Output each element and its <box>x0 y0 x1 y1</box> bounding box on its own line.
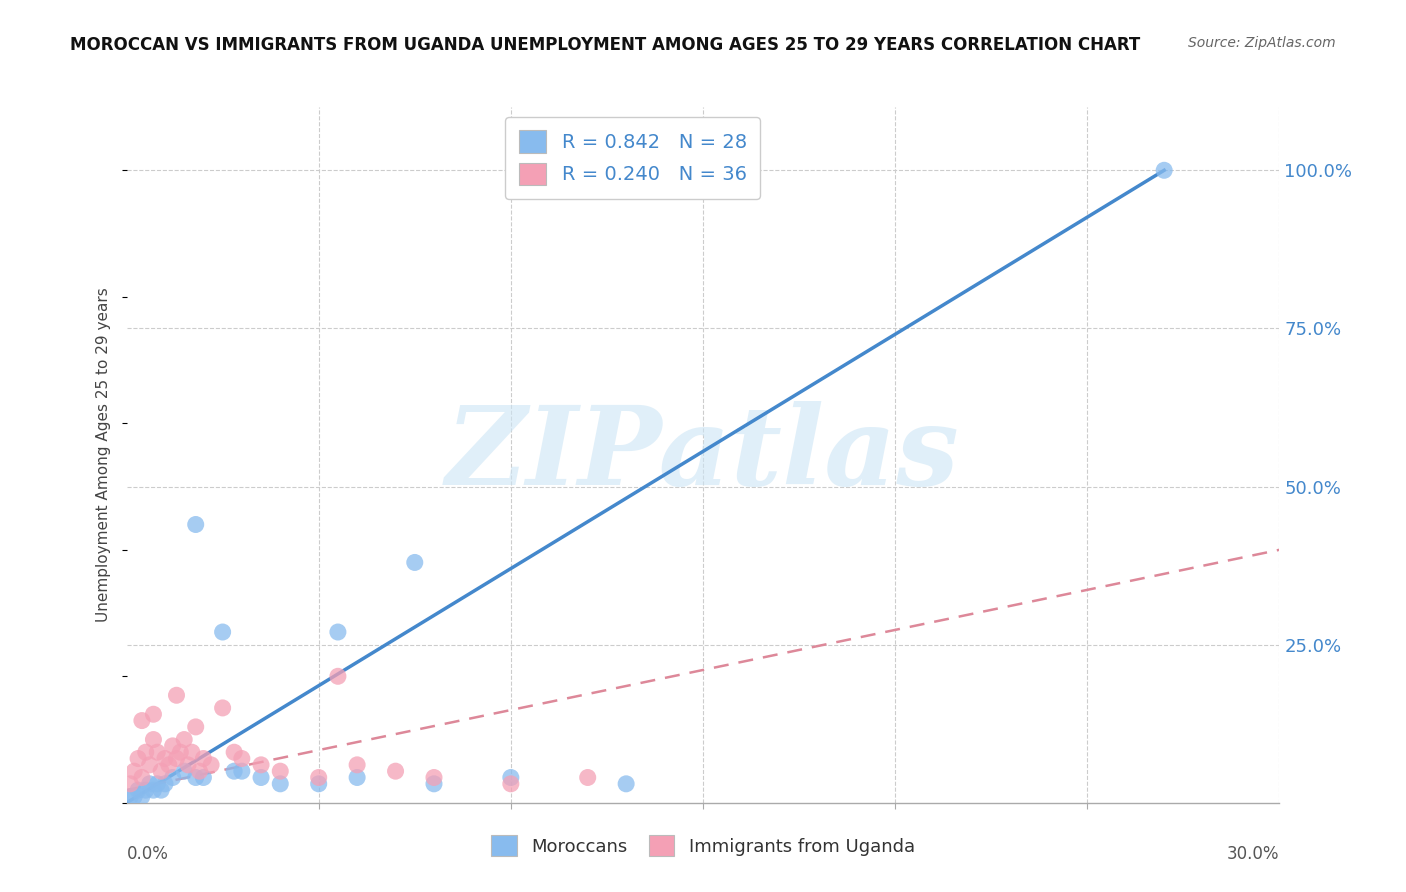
Point <box>499 777 522 791</box>
Point <box>162 739 184 753</box>
Point <box>231 751 253 765</box>
Point <box>326 625 349 640</box>
Point <box>404 556 426 570</box>
Point <box>162 771 184 785</box>
Point <box>146 745 169 759</box>
Point <box>180 745 202 759</box>
Text: 30.0%: 30.0% <box>1227 845 1279 863</box>
Point <box>200 757 222 772</box>
Point <box>308 771 330 785</box>
Point <box>138 757 160 772</box>
Point <box>153 777 176 791</box>
Point <box>184 720 207 734</box>
Point <box>120 777 142 791</box>
Point <box>150 764 173 779</box>
Point <box>250 757 273 772</box>
Point <box>131 714 153 728</box>
Point <box>576 771 599 785</box>
Point <box>308 777 330 791</box>
Point <box>146 777 169 791</box>
Point <box>166 751 188 765</box>
Point <box>127 783 149 797</box>
Point <box>166 688 188 702</box>
Point <box>127 751 149 765</box>
Point <box>193 771 215 785</box>
Text: MOROCCAN VS IMMIGRANTS FROM UGANDA UNEMPLOYMENT AMONG AGES 25 TO 29 YEARS CORREL: MOROCCAN VS IMMIGRANTS FROM UGANDA UNEMP… <box>70 36 1140 54</box>
Text: 0.0%: 0.0% <box>127 845 169 863</box>
Point <box>269 777 291 791</box>
Point <box>135 745 157 759</box>
Point <box>131 789 153 804</box>
Point <box>269 764 291 779</box>
Point <box>423 771 446 785</box>
Point <box>384 764 406 779</box>
Point <box>499 771 522 785</box>
Point <box>184 771 207 785</box>
Point <box>131 771 153 785</box>
Legend: Moroccans, Immigrants from Uganda: Moroccans, Immigrants from Uganda <box>484 828 922 863</box>
Point <box>142 783 165 797</box>
Point <box>173 764 195 779</box>
Point <box>122 789 145 804</box>
Point <box>122 764 145 779</box>
Point <box>120 789 142 804</box>
Point <box>135 783 157 797</box>
Point <box>211 625 233 640</box>
Point <box>193 751 215 765</box>
Point <box>184 517 207 532</box>
Point <box>231 764 253 779</box>
Text: ZIPatlas: ZIPatlas <box>446 401 960 508</box>
Point <box>346 757 368 772</box>
Point <box>138 777 160 791</box>
Point <box>423 777 446 791</box>
Point <box>153 751 176 765</box>
Point <box>1153 163 1175 178</box>
Text: Source: ZipAtlas.com: Source: ZipAtlas.com <box>1188 36 1336 50</box>
Point <box>211 701 233 715</box>
Y-axis label: Unemployment Among Ages 25 to 29 years: Unemployment Among Ages 25 to 29 years <box>96 287 111 623</box>
Point <box>346 771 368 785</box>
Point <box>177 757 200 772</box>
Point <box>142 732 165 747</box>
Point <box>250 771 273 785</box>
Point <box>173 732 195 747</box>
Point <box>224 745 246 759</box>
Point <box>614 777 637 791</box>
Point <box>157 757 180 772</box>
Point <box>188 764 211 779</box>
Point <box>150 783 173 797</box>
Point <box>326 669 349 683</box>
Point <box>142 707 165 722</box>
Point <box>169 745 191 759</box>
Point <box>224 764 246 779</box>
